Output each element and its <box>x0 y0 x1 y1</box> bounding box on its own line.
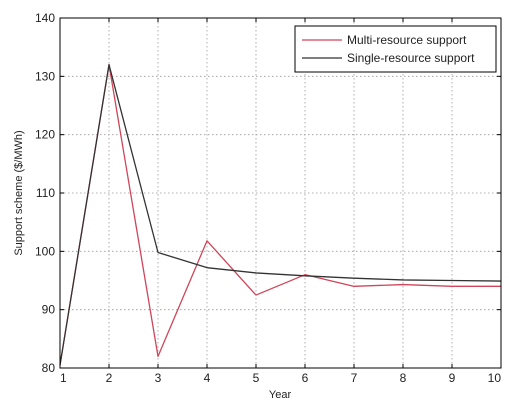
legend-label-single-resource: Single-resource support <box>347 51 475 65</box>
x-tick-labels: 1 2 3 4 5 6 7 8 9 10 <box>60 371 501 385</box>
y-tick-label: 80 <box>42 361 56 375</box>
series-line-multi-resource <box>59 64 501 366</box>
x-tick-label: 7 <box>351 371 358 385</box>
legend-box <box>294 25 497 73</box>
x-tick-label: 6 <box>302 371 309 385</box>
series-line-single-resource <box>59 64 502 366</box>
x-tick-label: 4 <box>204 371 211 385</box>
x-tick-label: 10 <box>488 371 502 385</box>
y-tick-label: 100 <box>35 244 55 258</box>
legend: Multi-resource support Single-resource s… <box>294 25 497 73</box>
y-tick-label: 90 <box>42 303 56 317</box>
y-tick-label: 140 <box>35 11 55 25</box>
y-tick-label: 120 <box>35 128 55 142</box>
axis-ticks <box>59 17 502 369</box>
y-axis-label: Support scheme ($/MWh) <box>13 130 25 255</box>
grid-lines <box>60 18 501 368</box>
series-lines <box>59 64 502 366</box>
x-tick-label: 9 <box>449 371 456 385</box>
x-tick-label: 5 <box>253 371 260 385</box>
x-tick-label: 1 <box>60 371 67 385</box>
legend-label-multi-resource: Multi-resource support <box>347 33 467 47</box>
y-tick-labels: 80 90 100 110 120 130 140 <box>35 11 55 375</box>
y-tick-label: 130 <box>35 69 55 83</box>
y-tick-label: 110 <box>36 186 55 200</box>
x-tick-label: 3 <box>155 371 162 385</box>
x-tick-label: 8 <box>400 371 407 385</box>
x-axis-label: Year <box>269 389 292 401</box>
x-tick-label: 2 <box>106 371 113 385</box>
